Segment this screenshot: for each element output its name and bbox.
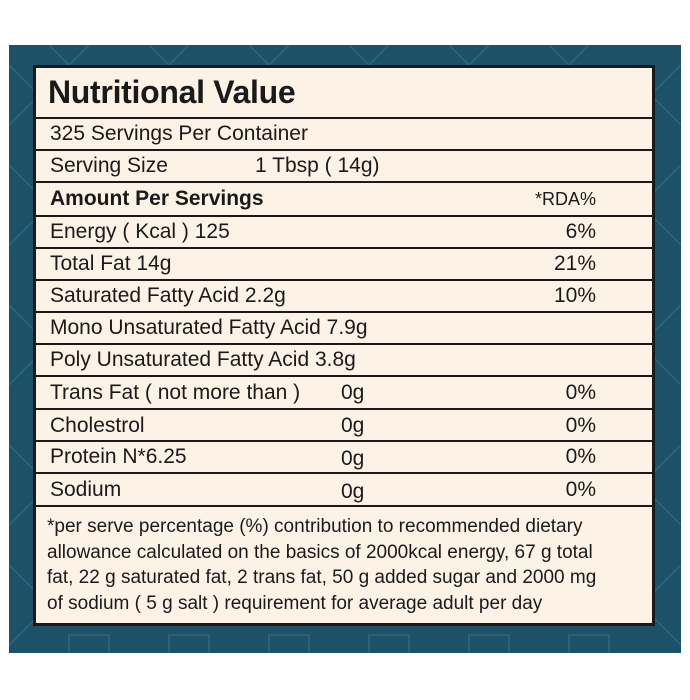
nutrient-label: Cholestrol: [50, 414, 145, 437]
footnote-line: of sodium ( 5 g salt ) requirement for a…: [47, 592, 543, 614]
nutrient-row-saturated-fat: Saturated Fatty Acid 2.2g 10%: [36, 279, 652, 311]
footnote: *per serve percentage (%) contribution t…: [47, 514, 644, 616]
nutrient-label: Protein N*6.25: [50, 445, 187, 468]
serving-size-label: Serving Size: [50, 154, 168, 177]
nutrient-label: Energy ( Kcal ) 125: [50, 220, 230, 243]
servings-per-container-row: 325 Servings Per Container: [36, 117, 652, 149]
nutrient-amount: 0g: [341, 381, 365, 404]
nutrient-row-total-fat: Total Fat 14g 21%: [36, 247, 652, 279]
serving-size-value: 1 Tbsp ( 14g): [255, 154, 380, 177]
nutrient-row-poly-unsaturated: Poly Unsaturated Fatty Acid 3.8g: [36, 343, 652, 375]
footnote-line: *per serve percentage (%) contribution t…: [47, 516, 583, 537]
footnote-divider: [36, 505, 652, 507]
nutrient-label: Saturated Fatty Acid 2.2g: [50, 284, 286, 307]
nutrient-label: Mono Unsaturated Fatty Acid 7.9g: [50, 316, 368, 339]
nutrient-rda: 0%: [565, 414, 596, 437]
nutrient-row-energy: Energy ( Kcal ) 125 6%: [36, 215, 652, 247]
nutrient-label: Total Fat 14g: [50, 252, 172, 275]
nutrient-row-protein: Protein N*6.25 0g 0%: [36, 440, 652, 472]
nutrient-rda: 10%: [553, 284, 596, 307]
nutrient-rda: 6%: [565, 220, 596, 243]
nutrient-amount: 0g: [341, 414, 365, 437]
nutrient-row-sodium: Sodium 0g 0%: [36, 472, 652, 505]
nutrient-row-mono-unsaturated: Mono Unsaturated Fatty Acid 7.9g: [36, 311, 652, 343]
nutrition-facts-panel: Nutritional Value 325 Servings Per Conta…: [33, 65, 655, 626]
serving-size-row: Serving Size 1 Tbsp ( 14g): [36, 149, 652, 181]
nutrient-label: Poly Unsaturated Fatty Acid 3.8g: [50, 348, 356, 371]
amount-header-label: Amount Per Servings: [50, 187, 264, 210]
nutrient-rda: 0%: [565, 478, 596, 501]
nutrient-row-trans-fat: Trans Fat ( not more than ) 0g 0%: [36, 375, 652, 408]
footnote-line: allowance calculated on the basics of 20…: [47, 541, 593, 563]
nutrient-rda: 0%: [565, 381, 596, 404]
servings-per-container: 325 Servings Per Container: [50, 122, 308, 145]
panel-title: Nutritional Value: [48, 74, 296, 110]
nutrient-amount: 0g: [341, 447, 365, 470]
nutrient-label: Trans Fat ( not more than ): [50, 381, 301, 404]
nutrient-rda: 0%: [565, 445, 596, 468]
footnote-line: fat, 22 g saturated fat, 2 trans fat, 50…: [47, 567, 597, 588]
nutrient-amount: 0g: [341, 480, 365, 503]
amount-header-row: Amount Per Servings *RDA%: [36, 181, 652, 215]
rda-header: *RDA%: [534, 189, 596, 209]
nutrient-rda: 21%: [553, 252, 596, 275]
nutrient-row-cholesterol: Cholestrol 0g 0%: [36, 408, 652, 440]
nutrient-label: Sodium: [50, 478, 122, 501]
